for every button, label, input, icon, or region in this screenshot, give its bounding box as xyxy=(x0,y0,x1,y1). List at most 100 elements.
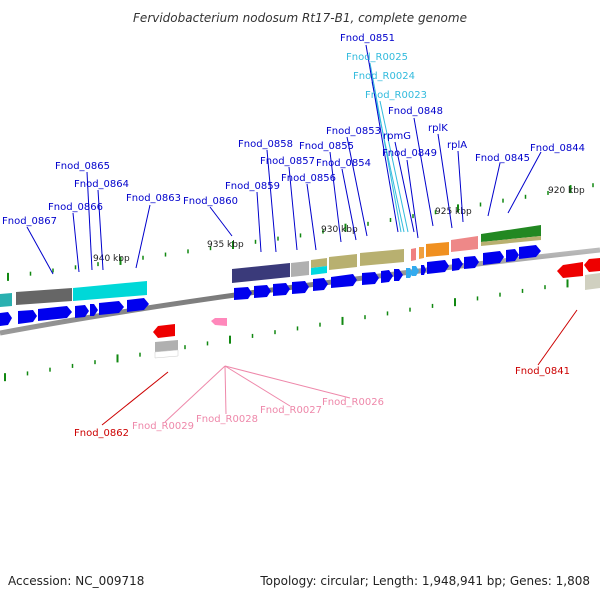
gene-label: Fnod_R0023 xyxy=(365,90,427,101)
leader-line xyxy=(288,166,298,251)
gene-arrow xyxy=(18,310,37,324)
inner-tick-marks xyxy=(4,277,591,382)
feature-box xyxy=(411,248,416,261)
gene-label: Fnod_0860 xyxy=(183,196,238,207)
leader-line xyxy=(224,365,291,407)
gene-arrow xyxy=(75,305,89,318)
gene-arrow xyxy=(427,260,449,274)
leader-line xyxy=(413,117,434,227)
gene-arrow xyxy=(273,283,290,296)
leader-line xyxy=(97,189,104,271)
scale-label: 940 kbp xyxy=(93,254,130,264)
leader-line xyxy=(437,133,453,229)
leader-line xyxy=(369,62,402,233)
gene-label: rplK xyxy=(428,123,448,134)
leader-line xyxy=(406,159,419,239)
gene-label: Fnod_0848 xyxy=(388,106,443,117)
leader-line xyxy=(164,365,226,423)
rna-arrow xyxy=(211,318,227,326)
feature-box xyxy=(16,288,72,305)
gene-label: Fnod_R0029 xyxy=(132,421,194,432)
leader-line xyxy=(379,100,409,233)
leader-line xyxy=(306,183,317,251)
gene-label: Fnod_0857 xyxy=(260,156,315,167)
gene-label: Fnod_0856 xyxy=(281,173,336,184)
gene-label: Fnod_R0028 xyxy=(196,414,258,425)
feature-box xyxy=(419,247,424,259)
gene-arrow xyxy=(421,265,426,275)
gene-label: Fnod_R0025 xyxy=(346,52,408,63)
feature-box xyxy=(311,266,327,275)
plus-feature-boxes xyxy=(0,225,541,307)
gene-label: Fnod_0845 xyxy=(475,153,530,164)
gene-arrow xyxy=(127,298,149,312)
leader-line xyxy=(135,204,151,269)
gene-arrow xyxy=(557,262,583,278)
gene-label: Fnod_0864 xyxy=(74,179,129,190)
gene-arrow xyxy=(254,285,271,298)
feature-box xyxy=(311,258,327,268)
gene-arrow xyxy=(412,266,419,276)
gene-label: Fnod_0858 xyxy=(238,139,293,150)
gene-label: Fnod_0862 xyxy=(74,428,129,439)
gene-label: Fnod_R0026 xyxy=(322,397,384,408)
gene-label: Fnod_0844 xyxy=(530,143,585,154)
gene-label: Fnod_0866 xyxy=(48,202,103,213)
gene-label: Fnod_0851 xyxy=(340,33,395,44)
feature-box xyxy=(360,249,404,266)
leader-line xyxy=(341,168,357,241)
gene-label: Fnod_0865 xyxy=(55,161,110,172)
gene-arrow xyxy=(483,251,504,265)
gene-arrow xyxy=(452,258,463,271)
leader-line xyxy=(209,206,233,237)
scale-label: 935 kbp xyxy=(207,240,244,250)
gene-labels: Fnod_0844 Fnod_0845 rplA rplK Fnod_0848 … xyxy=(2,33,585,439)
feature-box xyxy=(481,225,541,242)
gene-arrow xyxy=(99,301,124,315)
gene-label: Fnod_0853 xyxy=(326,126,381,137)
feature-box xyxy=(291,261,309,277)
gene-arrow xyxy=(292,281,309,294)
gene-arrow xyxy=(506,249,519,262)
leader-line xyxy=(329,151,342,243)
leader-line xyxy=(365,44,399,233)
label-leader-lines xyxy=(26,44,578,426)
feature-box xyxy=(0,293,12,307)
leader-line xyxy=(224,365,227,415)
gene-arrow xyxy=(362,272,379,285)
feature-box xyxy=(155,340,178,352)
leader-line xyxy=(507,151,542,214)
feature-box xyxy=(585,273,600,290)
feature-box xyxy=(481,236,541,246)
feature-box xyxy=(329,254,357,270)
leader-line xyxy=(457,150,464,223)
gene-label: Fnod_R0024 xyxy=(353,71,415,82)
scale-label: 925 kbp xyxy=(435,207,472,217)
gene-label: Fnod_0855 xyxy=(299,141,354,152)
gene-label: Fnod_0849 xyxy=(382,148,437,159)
leader-line xyxy=(256,191,262,253)
gene-arrow xyxy=(234,287,252,300)
gene-arrow xyxy=(90,304,98,316)
gene-label: Fnod_0841 xyxy=(515,366,570,377)
minus-features xyxy=(153,258,600,359)
accession-text: Accession: NC_009718 xyxy=(8,574,144,588)
leader-line xyxy=(224,365,351,399)
leader-line xyxy=(487,162,501,217)
outer-tick-marks xyxy=(7,183,594,281)
genome-stats-text: Topology: circular; Length: 1,948,941 bp… xyxy=(259,574,590,588)
leader-line xyxy=(371,81,405,233)
feature-box xyxy=(154,349,179,359)
gene-arrow xyxy=(313,278,328,291)
plus-gene-arrows xyxy=(0,245,541,326)
leader-line xyxy=(346,136,368,237)
gene-arrow xyxy=(406,268,413,278)
gene-arrow xyxy=(519,245,541,259)
scale-label: 920 kbp xyxy=(548,186,585,196)
gene-arrow xyxy=(331,274,357,288)
gene-arrow xyxy=(394,269,403,281)
gene-arrow xyxy=(464,256,479,269)
gene-arrow xyxy=(153,324,175,338)
